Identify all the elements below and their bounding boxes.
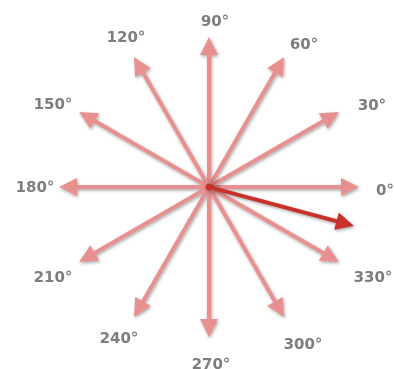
arrow-30deg-shaft [207,119,326,189]
arrow-180deg-head [59,178,77,196]
arrow-120deg-head [134,57,151,78]
arrow-330deg-head [318,245,339,262]
arrow-330deg [207,185,339,262]
angle-label-270: 270° [192,355,231,369]
angle-label-240: 240° [100,329,139,347]
angle-label-210: 210° [34,268,73,286]
arrows-layer [59,37,359,337]
arrow-30deg [207,112,339,189]
arrow-60deg-head [267,57,284,78]
highlight-layer [205,183,354,230]
arrow-120deg-shaft [141,70,211,189]
arrow-60deg [207,57,284,189]
highlighted-arrow-head [334,212,354,230]
angle-label-30: 30° [358,96,386,114]
arrow-210deg-shaft [92,185,211,255]
arrow-240deg-shaft [141,185,211,304]
angle-label-150: 150° [34,95,73,113]
arrow-150deg-head [79,112,100,129]
arrow-240deg [134,185,211,317]
highlighted-arrow-shaft [207,185,339,224]
arrow-150deg [79,112,211,189]
highlighted-arrow [207,185,354,230]
arrow-90deg [200,37,218,189]
labels-layer: 0° 30° 60° 90° 120° 150° 180° 210° 240° 270° 300° 3… [16,12,394,369]
arrow-0deg [207,178,359,196]
arrow-0deg-head [341,178,359,196]
arrow-180deg [59,178,211,196]
arrow-150deg-shaft [92,119,211,189]
arrow-90deg-head [200,37,218,55]
arrow-60deg-shaft [207,70,277,189]
arrow-270deg [200,185,218,337]
arrow-120deg [134,57,211,189]
angle-label-180: 180° [16,178,55,196]
arrow-330deg-shaft [207,185,326,255]
angle-label-120: 120° [107,28,146,46]
angle-label-300: 300° [284,335,323,353]
arrow-210deg [79,185,211,262]
angle-label-90: 90° [201,12,229,30]
center-hub [205,183,213,191]
arrow-240deg-head [134,296,151,317]
arrow-210deg-head [79,245,100,262]
angle-label-60: 60° [290,35,318,53]
arrow-300deg-head [267,296,284,317]
arrow-300deg [207,185,284,317]
arrow-270deg-head [200,319,218,337]
angle-label-330: 330° [354,268,393,286]
arrow-300deg-shaft [207,185,277,304]
arrow-30deg-head [318,112,339,129]
angle-label-0: 0° [376,181,394,199]
